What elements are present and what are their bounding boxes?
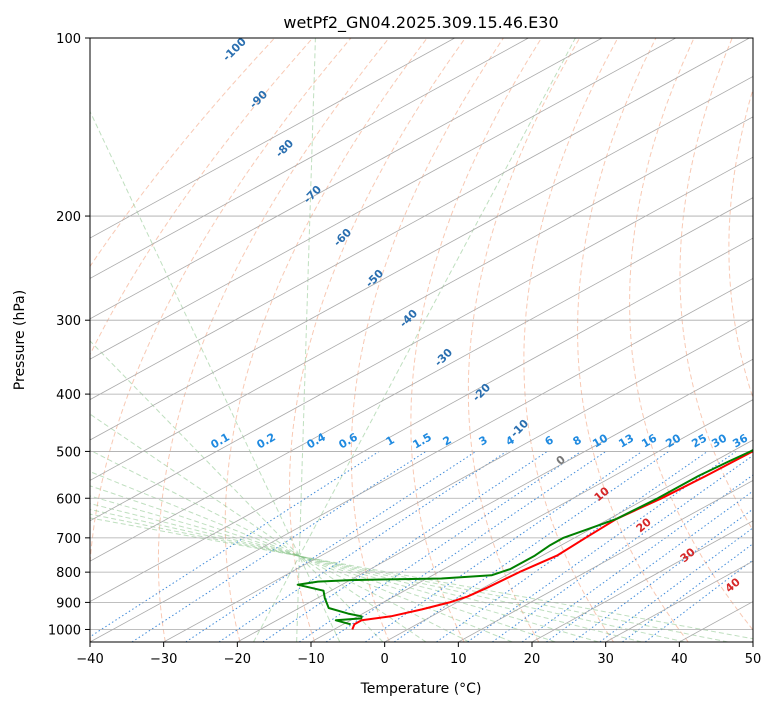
isotherm — [90, 156, 753, 522]
moist-adiabat — [253, 38, 576, 642]
dry-adiabat — [90, 38, 352, 642]
x-tick-label: 40 — [671, 652, 688, 667]
series-line-dewpoint — [296, 448, 753, 626]
moist-adiabat — [90, 340, 384, 642]
moist-adiabat — [90, 471, 513, 642]
grid-lines — [90, 38, 753, 642]
y-tick-label: 300 — [56, 314, 81, 329]
x-tick-label: −30 — [150, 652, 177, 667]
isotherm — [90, 75, 753, 441]
dry-adiabat — [629, 38, 753, 631]
dry-adiabat — [728, 87, 753, 400]
dry-adiabat — [679, 38, 753, 532]
sounding-series — [296, 448, 753, 630]
isotherm — [163, 318, 753, 642]
dry-adiabat — [350, 38, 504, 642]
isotherm — [458, 479, 753, 642]
isotherm — [90, 277, 753, 642]
dry-adiabat — [577, 38, 689, 642]
moist-adiabat — [90, 485, 556, 642]
isotherm — [90, 38, 676, 360]
dry-adiabat — [289, 38, 466, 642]
moist-adiabat — [90, 517, 753, 640]
mixing-ratio-line — [90, 450, 380, 638]
isotherm — [90, 237, 753, 603]
x-axis-label: Temperature (°C) — [360, 681, 482, 697]
y-axis-label: Pressure (hPa) — [12, 290, 28, 390]
moist-adiabat — [90, 449, 470, 642]
y-tick-label: 1000 — [48, 623, 81, 638]
dry-adiabat — [410, 38, 542, 642]
moist-adiabat — [90, 110, 341, 642]
isotherm — [90, 116, 753, 481]
series-line-temperature — [351, 450, 753, 630]
dry-adiabat — [157, 38, 390, 642]
isotherm — [90, 38, 750, 401]
moist-adiabat — [90, 495, 599, 642]
x-tick-label: −10 — [297, 652, 324, 667]
isotherm — [531, 520, 753, 642]
y-tick-label: 600 — [56, 492, 81, 507]
isotherm — [310, 399, 753, 642]
moist-adiabat — [90, 503, 642, 642]
mixing-ratio-line — [365, 450, 643, 642]
dry-adiabat — [224, 38, 428, 642]
isotherm — [90, 38, 455, 239]
moist-adiabat — [90, 413, 427, 642]
y-tick-label: 100 — [56, 32, 81, 47]
mixing-ratio-line — [262, 450, 548, 642]
plot-frame — [89, 37, 754, 643]
isotherm — [90, 38, 603, 320]
x-tick-label: −20 — [224, 652, 251, 667]
y-axis-ticks: 1000 900 800 700 600 500 400 300 200 100 — [48, 32, 90, 638]
y-tick-label: 700 — [56, 532, 81, 547]
y-tick-label: 900 — [56, 596, 81, 611]
chart-title: wetPf2_GN04.2025.309.15.46.E30 — [283, 13, 558, 33]
mixing-ratio-line — [185, 450, 477, 642]
x-tick-label: 10 — [450, 652, 467, 667]
y-tick-label: 800 — [56, 566, 81, 581]
x-tick-label: 50 — [745, 652, 762, 667]
isotherm — [237, 358, 753, 642]
isotherm — [90, 38, 529, 279]
isotherm — [90, 197, 753, 562]
mixing-ratio-line — [521, 474, 753, 642]
moist-adiabat — [296, 38, 316, 642]
y-tick-label: 200 — [56, 210, 81, 225]
dry-adiabat — [523, 38, 619, 642]
x-tick-label: 30 — [597, 652, 614, 667]
isotherm — [384, 439, 753, 642]
y-tick-label: 400 — [56, 388, 81, 403]
x-tick-label: 0 — [381, 652, 389, 667]
x-tick-label: 20 — [524, 652, 541, 667]
x-axis-ticks: −40 −30 −20 −10 0 10 20 30 40 50 — [76, 642, 761, 667]
mixing-ratio-line — [218, 450, 507, 642]
mixing-ratio-line — [467, 450, 737, 642]
mixing-ratio-line — [436, 450, 708, 642]
x-tick-label: −40 — [76, 652, 103, 667]
y-tick-label: 500 — [56, 445, 81, 460]
